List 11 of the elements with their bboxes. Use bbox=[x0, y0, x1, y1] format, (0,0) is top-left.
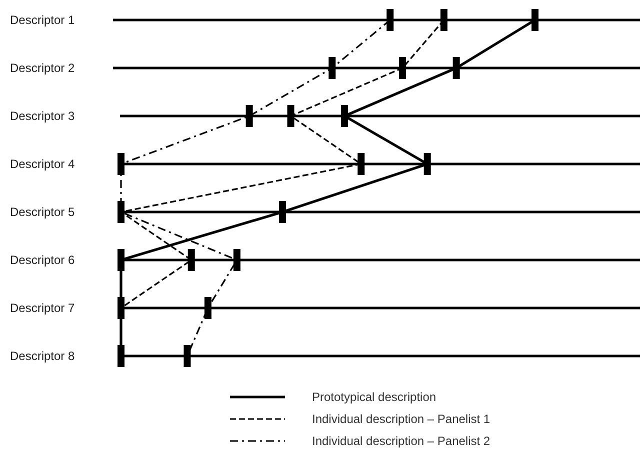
y-tick-label: Descriptor 8 bbox=[10, 349, 76, 363]
y-tick-label: Descriptor 4 bbox=[10, 157, 76, 171]
y-tick-label: Descriptor 7 bbox=[10, 301, 76, 315]
y-tick-label: Descriptor 1 bbox=[10, 13, 76, 27]
legend-label: Individual description – Panelist 1 bbox=[312, 412, 490, 426]
legend-label: Prototypical description bbox=[312, 390, 436, 404]
y-tick-label: Descriptor 2 bbox=[10, 61, 76, 75]
y-tick-label: Descriptor 5 bbox=[10, 205, 76, 219]
y-tick-label: Descriptor 3 bbox=[10, 109, 76, 123]
legend-label: Individual description – Panelist 2 bbox=[312, 434, 490, 448]
y-tick-label: Descriptor 6 bbox=[10, 253, 76, 267]
